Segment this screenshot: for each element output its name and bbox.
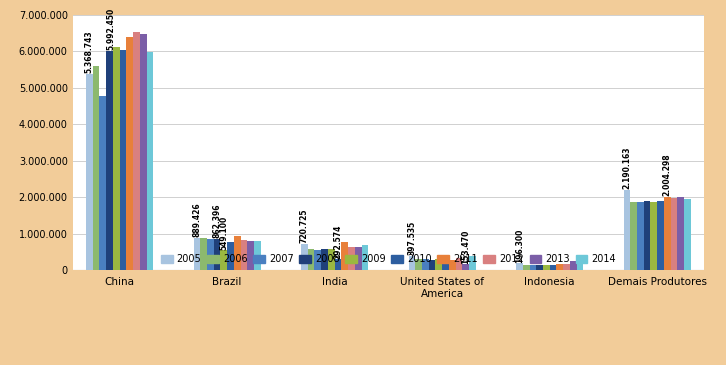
Bar (248, 241, 254, 270)
Text: 862.396: 862.396 (213, 204, 221, 238)
Bar (529, 265, 537, 270)
Bar (657, 201, 664, 270)
Bar (650, 202, 657, 270)
Bar (469, 256, 476, 270)
Bar (328, 249, 335, 270)
Bar (576, 264, 583, 270)
Bar (335, 260, 341, 270)
Bar (677, 197, 684, 270)
Bar (556, 264, 563, 270)
Bar (200, 238, 207, 270)
Bar (133, 32, 140, 270)
Bar (355, 247, 362, 270)
Bar (348, 247, 355, 270)
Bar (429, 260, 436, 270)
Text: 292.574: 292.574 (333, 224, 343, 259)
Bar (449, 260, 456, 270)
Text: 5.992.450: 5.992.450 (107, 8, 115, 50)
Bar (664, 197, 671, 270)
Bar (462, 265, 469, 270)
Bar (213, 239, 221, 270)
Bar (207, 239, 213, 270)
Bar (684, 199, 690, 270)
Bar (537, 265, 543, 270)
Bar (543, 265, 550, 270)
Bar (570, 261, 576, 270)
Text: 5.368.743: 5.368.743 (85, 30, 94, 73)
Bar (415, 259, 422, 270)
Bar (120, 50, 126, 270)
Bar (240, 240, 248, 270)
Bar (630, 202, 637, 270)
Bar (126, 36, 133, 270)
Text: 153.470: 153.470 (461, 230, 470, 264)
Bar (194, 238, 200, 270)
Bar (314, 250, 321, 270)
Bar (113, 47, 120, 270)
Bar (93, 66, 99, 270)
Bar (147, 52, 153, 270)
Bar (140, 34, 147, 270)
Bar (563, 264, 570, 270)
Bar (362, 245, 368, 270)
Bar (106, 51, 113, 270)
Text: 889.426: 889.426 (192, 203, 201, 237)
Bar (221, 250, 227, 270)
Bar (234, 236, 240, 270)
Bar (308, 249, 314, 270)
Bar (86, 74, 93, 270)
Bar (341, 242, 348, 270)
Bar (301, 244, 308, 270)
Legend: 2005, 2006, 2007, 2008, 2009, 2010, 2011, 2012, 2013, 2014: 2005, 2006, 2007, 2008, 2009, 2010, 2011… (158, 250, 619, 268)
Bar (456, 258, 462, 270)
Bar (442, 259, 449, 270)
Bar (422, 259, 429, 270)
Text: 2.004.298: 2.004.298 (663, 153, 672, 196)
Bar (624, 190, 630, 270)
Bar (436, 259, 442, 270)
Bar (254, 241, 261, 270)
Bar (671, 198, 677, 270)
Bar (637, 201, 644, 270)
Bar (523, 265, 529, 270)
Bar (99, 96, 106, 270)
Bar (321, 250, 328, 270)
Text: 2.190.163: 2.190.163 (622, 147, 632, 189)
Text: 196.300: 196.300 (515, 228, 524, 263)
Bar (227, 242, 234, 270)
Text: 720.725: 720.725 (300, 209, 309, 243)
Bar (516, 263, 523, 270)
Text: 549.100: 549.100 (219, 215, 228, 250)
Bar (409, 255, 415, 270)
Text: 397.535: 397.535 (407, 221, 417, 255)
Bar (644, 201, 650, 270)
Bar (550, 265, 556, 270)
